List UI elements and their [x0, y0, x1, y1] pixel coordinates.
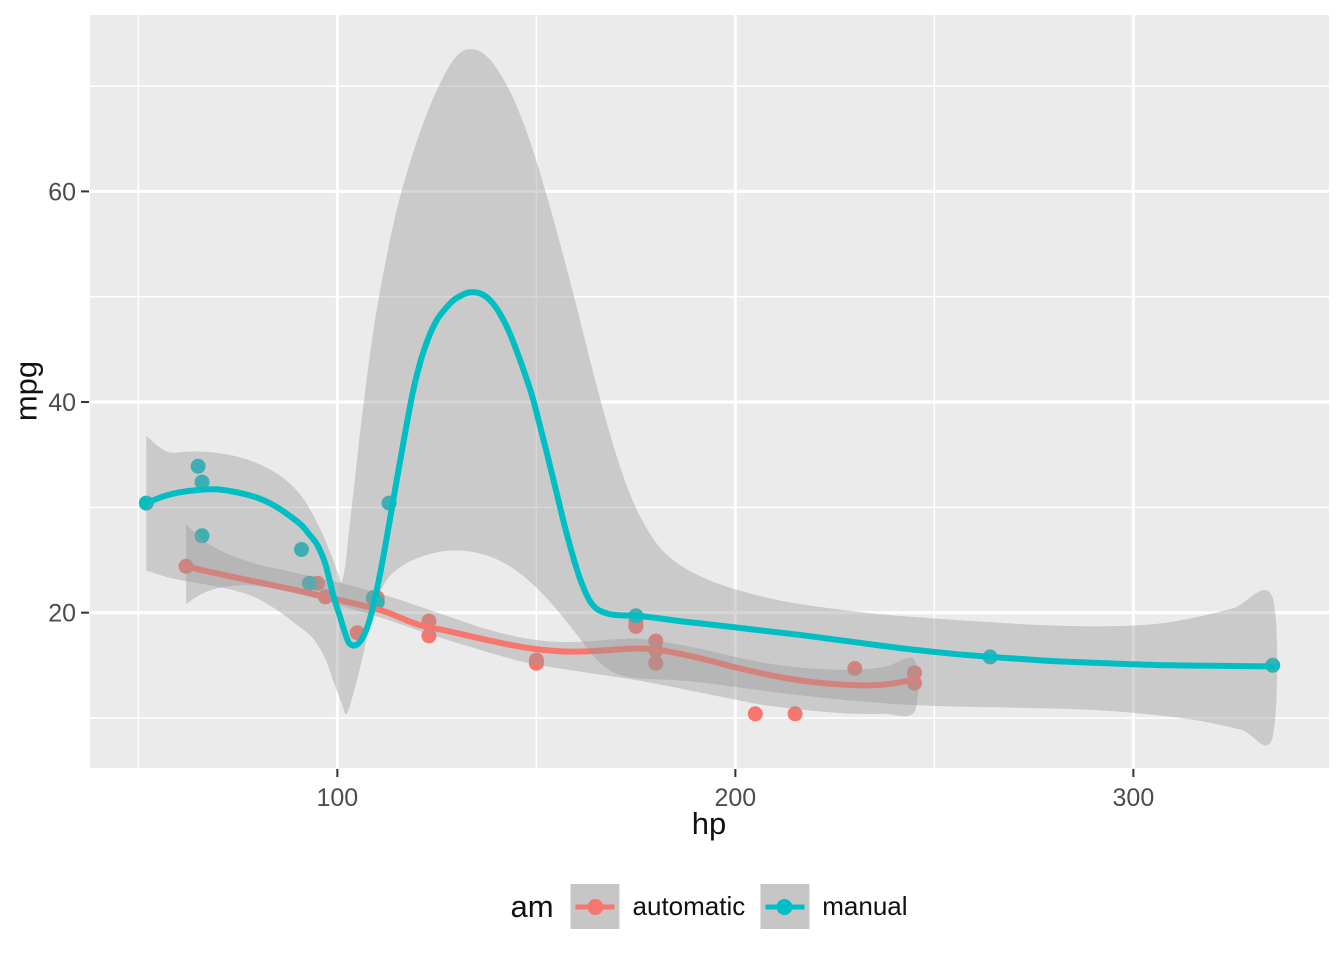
point-dot-icon	[587, 898, 604, 915]
y-tick-label: 20	[48, 600, 76, 628]
gridlines	[90, 15, 1329, 768]
x-tick-label: 300	[1113, 784, 1155, 812]
legend-label-manual: manual	[822, 891, 908, 921]
data-point-manual	[302, 575, 317, 591]
legend-item-automatic: automatic	[570, 884, 746, 929]
data-point-automatic	[847, 661, 863, 676]
axis-ticks: 100 200 300 20 40 60	[48, 178, 1154, 812]
data-point-manual	[194, 528, 210, 544]
data-point-automatic	[747, 706, 763, 722]
y-axis-title: mpg	[8, 360, 44, 422]
legend-item-manual: manual	[760, 884, 908, 929]
data-point-automatic	[421, 628, 437, 644]
x-axis-title: hp	[691, 806, 727, 841]
legend: am automatic manual	[510, 884, 908, 929]
x-tick-label: 100	[317, 784, 359, 812]
y-tick-label: 60	[48, 178, 76, 206]
legend-swatch-automatic-icon	[570, 884, 620, 929]
data-point-automatic	[648, 655, 664, 671]
smooth-line-manual	[143, 289, 1276, 670]
x-tick-label: 200	[715, 784, 757, 812]
data-point-automatic	[907, 665, 922, 681]
y-tick-label: 40	[48, 389, 76, 417]
legend-title: am	[510, 888, 554, 924]
data-point-automatic	[528, 655, 544, 671]
legend-swatch-manual-icon	[760, 884, 810, 929]
data-point-automatic	[648, 633, 664, 649]
legend-label-automatic: automatic	[632, 891, 746, 921]
smooth-line-automatic	[183, 563, 918, 689]
point-dot-icon	[776, 898, 793, 915]
data-layer	[138, 49, 1281, 746]
panel-background	[90, 15, 1329, 768]
data-point-manual	[294, 542, 309, 557]
ci-ribbon-manual	[146, 49, 1278, 746]
data-point-manual	[190, 458, 206, 474]
data-point-manual	[194, 474, 210, 490]
data-point-automatic	[787, 706, 803, 722]
